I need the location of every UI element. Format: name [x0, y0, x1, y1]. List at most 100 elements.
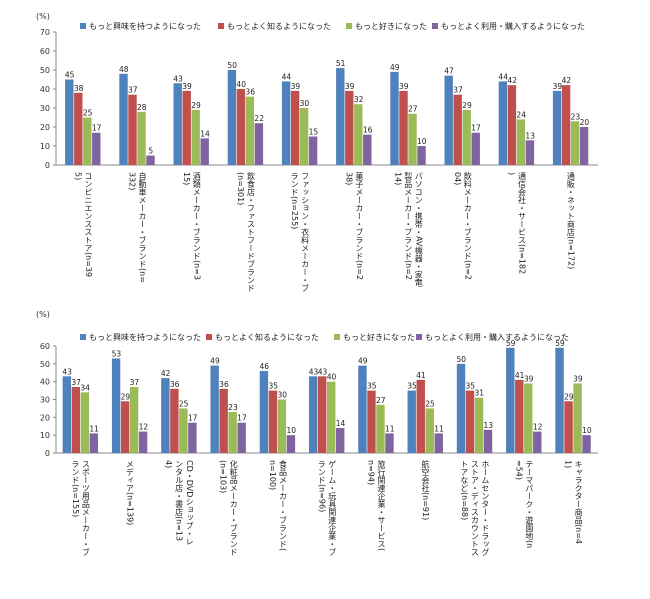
- data-label: 29: [121, 392, 131, 401]
- category-label: 14): [393, 172, 402, 185]
- bar: [555, 347, 564, 453]
- data-label: 48: [119, 65, 129, 74]
- bar: [138, 431, 148, 453]
- bar: [65, 79, 74, 165]
- legend-label: もっとよく知るようになった: [227, 21, 331, 31]
- y-tick-label: 60: [40, 342, 50, 351]
- data-label: 30: [277, 391, 287, 400]
- bar: [376, 404, 385, 453]
- bar: [498, 81, 508, 165]
- bar: [318, 376, 327, 453]
- data-label: 29: [564, 392, 574, 401]
- category-label: 自動車メーカー・ブランド(n=: [138, 171, 147, 283]
- y-tick-label: 20: [40, 413, 50, 422]
- legend-label: もっとよく利用・購入するようになった: [441, 21, 585, 31]
- category-label: ゲーム・玩具関連企業・ブ: [328, 460, 337, 556]
- bar: [146, 155, 155, 165]
- y-tick-label: 40: [40, 378, 50, 387]
- category-label: CD・DVDショップ・レ: [185, 460, 194, 545]
- category-label: 04): [453, 172, 462, 185]
- data-label: 44: [282, 72, 292, 81]
- legend-swatch: [206, 334, 212, 340]
- bar: [268, 390, 278, 453]
- y-tick-label: 10: [40, 142, 50, 151]
- data-label: 36: [170, 380, 180, 389]
- bar: [236, 89, 246, 165]
- data-label: 41: [515, 371, 525, 380]
- bar: [237, 422, 246, 453]
- data-label: 15: [309, 128, 319, 137]
- category-label: ファッション・衣料メーカー・ブ: [301, 172, 310, 292]
- bar: [92, 132, 101, 165]
- category-label: 1): [564, 460, 573, 468]
- data-label: 12: [139, 423, 149, 432]
- data-label: 16: [363, 126, 373, 135]
- data-label: 35: [268, 382, 278, 391]
- category-label: ランド(n=255): [290, 172, 299, 229]
- data-label: 38: [74, 84, 84, 93]
- legend-label: もっと好きになった: [355, 21, 427, 31]
- bar: [417, 146, 426, 165]
- category-label: ストア・ディスカウントス: [470, 460, 479, 556]
- data-label: 36: [245, 88, 255, 97]
- bar: [290, 90, 300, 165]
- y-tick-label: 60: [40, 47, 50, 56]
- data-label: 42: [507, 76, 517, 85]
- bar: [286, 435, 296, 453]
- data-label: 51: [336, 59, 346, 68]
- data-label: 39: [553, 82, 563, 91]
- data-label: 28: [137, 103, 147, 112]
- data-label: 37: [453, 86, 463, 95]
- y-tick-label: 0: [45, 161, 50, 170]
- data-label: 17: [237, 414, 247, 423]
- data-label: 10: [417, 137, 427, 146]
- bar: [570, 121, 580, 165]
- legend-label: もっと興味を持つようになった: [89, 332, 201, 342]
- data-label: 35: [466, 382, 476, 391]
- category-label: 旅行関連企業・サービス(: [377, 459, 386, 551]
- legend-label: もっとよく利用・購入するようになった: [425, 332, 569, 342]
- category-label: コンビニエンスストア(n=39: [84, 172, 93, 277]
- category-label: ): [507, 172, 516, 175]
- bar: [552, 90, 562, 165]
- data-label: 37: [128, 86, 138, 95]
- bar: [161, 378, 170, 453]
- chart-1: (%) 0 10 20 30 40 50 60 70 もっと興味を持つようになった もっとよく知るよ…: [36, 12, 598, 292]
- bar: [254, 123, 264, 165]
- data-label: 32: [354, 95, 364, 104]
- legend-label: もっと興味を持つようになった: [89, 21, 201, 31]
- bar: [354, 104, 363, 165]
- category-label: 食品メーカー・ブランド(: [278, 459, 287, 551]
- bar: [83, 117, 92, 165]
- data-label: 37: [130, 378, 140, 387]
- bar: [119, 73, 128, 165]
- bar: [408, 113, 417, 165]
- bar: [137, 111, 146, 165]
- bar: [573, 383, 582, 453]
- data-label: 30: [300, 99, 310, 108]
- data-label: 27: [408, 105, 418, 114]
- data-label: 36: [219, 380, 229, 389]
- category-label: キャラクター商品(n=4: [574, 460, 583, 544]
- bar: [128, 94, 137, 165]
- legend-swatch: [80, 334, 86, 340]
- bar: [456, 363, 466, 453]
- bar: [210, 365, 219, 453]
- legend-swatch: [218, 23, 224, 29]
- data-label: 42: [562, 76, 572, 85]
- bar: [281, 81, 291, 165]
- data-label: 47: [444, 67, 454, 76]
- bar: [179, 408, 188, 453]
- y-tick-label: 20: [40, 123, 50, 132]
- data-label: 11: [434, 424, 444, 433]
- legend-swatch: [432, 23, 438, 29]
- bar: [111, 358, 121, 453]
- bar: [471, 132, 480, 165]
- category-label: 菓子メーカー・ブランド(n=2: [355, 171, 364, 280]
- bar: [515, 379, 524, 453]
- category-label: (n=301): [236, 172, 245, 205]
- bar: [483, 429, 493, 453]
- data-label: 17: [188, 414, 198, 423]
- bar: [582, 435, 591, 453]
- bar: [182, 90, 191, 165]
